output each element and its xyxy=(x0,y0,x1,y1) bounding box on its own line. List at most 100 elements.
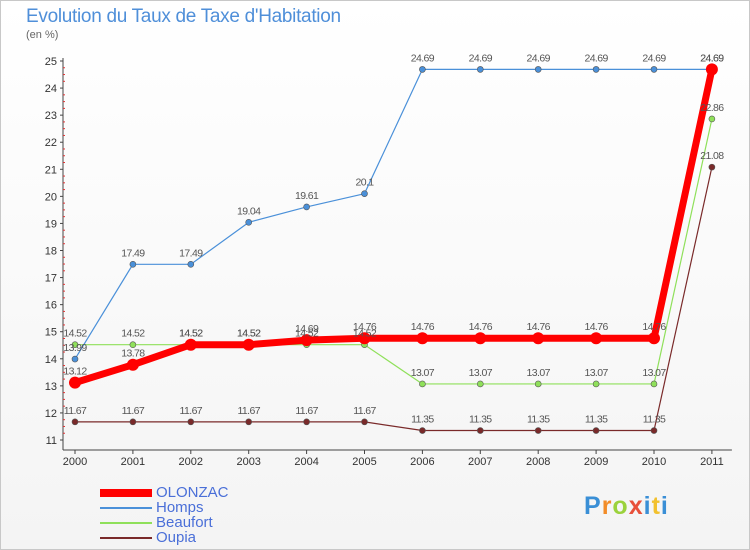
legend-item-oupia: Oupia xyxy=(100,530,196,545)
data-label-oupia: 11.35 xyxy=(469,414,492,426)
data-label-beaufort: 13.07 xyxy=(411,367,435,379)
y-tick-label: 24 xyxy=(45,83,57,95)
data-point-homps xyxy=(592,66,600,73)
legend-label-oupia: Oupia xyxy=(156,529,197,546)
data-label-beaufort: 14.52 xyxy=(295,328,319,340)
y-tick-label: 16 xyxy=(45,300,57,312)
y-tick-label: 18 xyxy=(45,246,57,258)
legend-swatch-oupia xyxy=(100,537,152,540)
y-tick-label: 15 xyxy=(45,327,57,339)
data-label-homps: 17.49 xyxy=(121,247,145,259)
data-label-oupia: 11.35 xyxy=(411,414,434,426)
x-tick-label: 2008 xyxy=(526,456,550,468)
legend-swatch-olonzac xyxy=(100,489,152,498)
data-label-homps: 24.69 xyxy=(527,52,551,64)
logo-letter: P xyxy=(584,492,602,520)
logo-letter: r xyxy=(601,492,613,520)
logo-letter: t xyxy=(651,492,661,520)
x-tick-label: 2006 xyxy=(410,456,434,468)
legend-item-olonzac: OLONZAC xyxy=(100,485,229,500)
x-tick-label: 2003 xyxy=(236,456,260,468)
data-label-oupia: 11.67 xyxy=(353,405,376,417)
logo-letter: o xyxy=(612,492,629,520)
x-tick-label: 2001 xyxy=(121,456,145,468)
data-point-oupia xyxy=(245,418,252,426)
data-point-oupia xyxy=(303,418,310,426)
data-point-olonzac xyxy=(532,332,545,345)
chart-subtitle: (en %) xyxy=(26,29,59,41)
data-point-homps xyxy=(71,355,79,363)
data-label-oupia: 11.67 xyxy=(237,405,260,417)
y-tick-label: 20 xyxy=(45,191,57,203)
legend-item-homps: Homps xyxy=(100,500,204,515)
y-tick-label: 14 xyxy=(45,354,57,366)
series-line-olonzac xyxy=(73,68,716,386)
data-point-oupia xyxy=(650,427,658,434)
data-label-oupia: 11.67 xyxy=(180,405,203,417)
data-point-homps xyxy=(361,190,368,197)
data-label-oupia: 11.67 xyxy=(64,405,87,417)
data-point-beaufort xyxy=(476,380,484,388)
logo-letter: i xyxy=(643,492,652,520)
data-point-beaufort xyxy=(650,380,658,388)
data-label-beaufort: 22.86 xyxy=(700,102,724,114)
data-label-olonzac: 14.76 xyxy=(642,321,666,333)
data-label-olonzac: 14.76 xyxy=(527,321,551,333)
data-point-homps xyxy=(129,261,137,268)
legend-label-olonzac: OLONZAC xyxy=(156,484,229,501)
data-label-oupia: 21.08 xyxy=(700,150,724,162)
data-point-homps xyxy=(534,66,542,73)
data-label-olonzac: 14.76 xyxy=(469,321,493,333)
data-point-homps xyxy=(245,219,252,226)
data-label-olonzac: 14.52 xyxy=(179,328,203,340)
y-tick-label: 11 xyxy=(46,435,57,447)
data-point-olonzac xyxy=(358,332,371,345)
legend-label-beaufort: Beaufort xyxy=(156,514,213,531)
data-label-homps: 19.04 xyxy=(237,205,261,217)
data-point-homps xyxy=(187,261,195,268)
x-tick-label: 2000 xyxy=(63,456,87,468)
data-point-olonzac xyxy=(590,332,603,345)
data-label-olonzac: 13.12 xyxy=(63,366,87,378)
y-tick-label: 13 xyxy=(45,381,57,393)
data-point-olonzac xyxy=(648,332,660,345)
y-tick-label: 23 xyxy=(45,110,57,122)
data-label-beaufort: 14.52 xyxy=(121,328,145,340)
y-tick-label: 19 xyxy=(45,218,57,230)
data-label-homps: 24.69 xyxy=(469,52,493,64)
data-label-beaufort: 14.52 xyxy=(353,328,377,340)
data-point-oupia xyxy=(129,418,137,426)
data-label-oupia: 11.35 xyxy=(527,414,550,426)
series-line-oupia xyxy=(75,166,713,432)
data-point-olonzac xyxy=(300,334,313,347)
data-label-homps: 13.99 xyxy=(63,342,87,354)
data-label-homps: 24.69 xyxy=(642,52,666,64)
x-tick-label: 2011 xyxy=(700,456,724,468)
proxiti-logo: Proxiti xyxy=(584,492,669,521)
data-point-beaufort xyxy=(708,115,716,123)
data-point-oupia xyxy=(534,427,542,434)
x-tick-label: 2004 xyxy=(294,456,318,468)
data-label-beaufort: 13.07 xyxy=(469,367,493,379)
y-tick-label: 22 xyxy=(45,137,57,149)
data-label-beaufort: 14.52 xyxy=(63,328,87,340)
data-point-oupia xyxy=(71,418,79,426)
data-point-oupia xyxy=(592,427,600,434)
data-point-oupia xyxy=(708,163,716,171)
x-tick-label: 2009 xyxy=(584,456,608,468)
data-point-homps xyxy=(419,66,426,73)
data-point-beaufort xyxy=(592,380,600,388)
data-point-homps xyxy=(303,203,310,211)
x-tick-label: 2005 xyxy=(352,456,376,468)
data-label-beaufort: 13.07 xyxy=(584,367,608,379)
data-point-olonzac xyxy=(416,332,429,345)
data-label-beaufort: 13.07 xyxy=(527,367,551,379)
data-point-oupia xyxy=(361,418,368,426)
data-point-oupia xyxy=(187,418,195,426)
data-label-olonzac: 14.52 xyxy=(237,328,261,340)
data-label-olonzac: 14.76 xyxy=(584,321,608,333)
data-label-beaufort: 14.52 xyxy=(237,328,261,340)
data-point-olonzac xyxy=(69,376,81,389)
